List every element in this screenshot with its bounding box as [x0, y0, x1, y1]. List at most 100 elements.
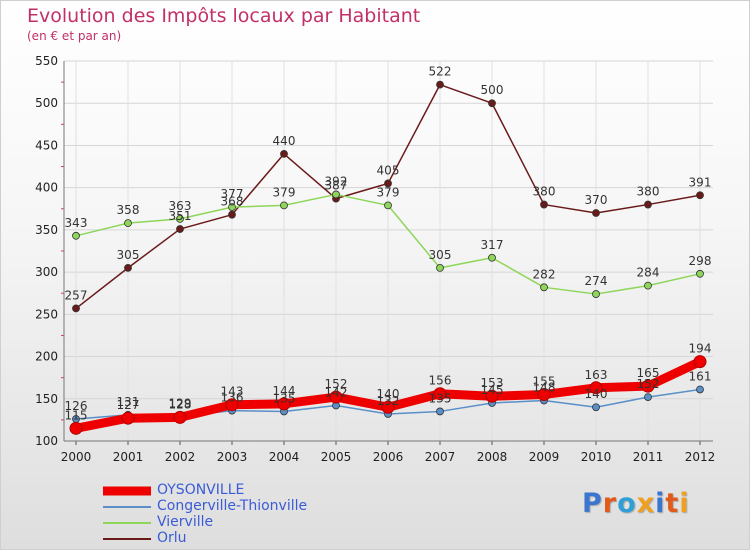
data-point: [228, 203, 236, 211]
data-label: 129: [169, 397, 192, 411]
x-tick-label: 2011: [633, 450, 664, 464]
data-label: 298: [689, 254, 712, 268]
data-point: [589, 381, 603, 395]
data-point: [69, 421, 83, 435]
series-group: [69, 80, 707, 435]
data-label: 156: [429, 374, 452, 388]
data-point: [540, 283, 548, 292]
data-label: 379: [377, 185, 400, 199]
data-label: 163: [585, 368, 608, 382]
data-label: 305: [429, 248, 452, 262]
chart-subtitle: (en € et par an): [27, 29, 122, 43]
data-point: [124, 219, 132, 228]
legend-swatch: [103, 486, 151, 496]
data-label: 392: [325, 174, 348, 188]
data-point: [696, 191, 704, 200]
logo-letter: r: [602, 488, 618, 519]
data-point: [332, 190, 340, 199]
data-point: [488, 99, 496, 108]
data-point: [176, 225, 184, 233]
data-label: 351: [169, 209, 192, 223]
legend-label: OYSONVILLE: [157, 482, 245, 498]
y-tick-label: 500: [35, 96, 58, 110]
data-label: 405: [377, 163, 400, 177]
data-label: 522: [429, 65, 452, 79]
data-label: 377: [221, 187, 244, 201]
data-label: 194: [689, 342, 712, 356]
grid: [64, 60, 713, 442]
x-tick-label: 2000: [61, 450, 92, 464]
x-tick-label: 2004: [269, 450, 300, 464]
data-point: [228, 210, 236, 219]
series-vierville: [72, 190, 704, 298]
logo-letter: P: [582, 488, 603, 519]
data-point: [592, 290, 600, 298]
x-tick-label: 2002: [165, 450, 196, 464]
data-point: [121, 411, 135, 425]
logo-letter: x: [636, 488, 656, 519]
y-tick-label: 450: [35, 138, 58, 152]
y-tick-label: 200: [35, 350, 58, 364]
data-point: [329, 390, 343, 404]
logo-letter: o: [617, 488, 637, 519]
data-point: [644, 393, 652, 401]
data-point: [696, 385, 704, 394]
data-point: [277, 397, 291, 411]
data-label: 145: [481, 383, 504, 397]
data-label: 142: [325, 386, 348, 400]
proxiti-logo: Proxiti: [582, 488, 690, 519]
legend-label: Orlu: [157, 530, 187, 546]
data-label: 135: [273, 391, 296, 405]
data-label: 152: [637, 377, 660, 391]
data-point: [384, 179, 392, 188]
series-oysonville: [69, 355, 707, 435]
data-label: 165: [637, 366, 660, 380]
x-tick-label: 2003: [217, 450, 248, 464]
data-point: [488, 253, 496, 262]
x-tick-label: 2007: [425, 450, 456, 464]
data-label: 500: [481, 83, 504, 97]
data-point: [644, 281, 652, 290]
y-tick-label: 550: [35, 54, 58, 68]
x-tick-label: 2008: [477, 450, 508, 464]
y-tick-label: 300: [35, 265, 58, 279]
y-tick-label: 350: [35, 223, 58, 237]
data-label: 387: [325, 179, 348, 193]
data-label: 140: [585, 387, 608, 401]
data-label: 363: [169, 199, 192, 213]
data-label: 370: [585, 193, 608, 207]
data-point: [641, 379, 655, 393]
data-point: [592, 403, 600, 412]
data-label: 143: [221, 385, 244, 399]
logo-letter: t: [665, 488, 680, 519]
y-tick-label: 250: [35, 307, 58, 321]
x-tick-label: 2009: [529, 450, 560, 464]
data-label: 161: [689, 369, 712, 383]
y-tick-label: 150: [35, 392, 58, 406]
data-point: [540, 200, 548, 209]
data-point: [693, 355, 707, 369]
data-point: [176, 215, 184, 223]
data-label: 282: [533, 267, 556, 281]
data-point: [537, 388, 551, 402]
data-point: [124, 263, 132, 272]
logo-letter: i: [679, 488, 690, 519]
data-label: 132: [377, 394, 400, 408]
data-label: 440: [273, 134, 296, 148]
data-label: 368: [221, 195, 244, 209]
data-point: [485, 389, 499, 403]
data-point: [225, 398, 239, 412]
data-label: 144: [273, 384, 296, 398]
data-point: [433, 387, 447, 401]
data-point: [72, 231, 80, 240]
data-point: [280, 149, 288, 158]
x-tick-label: 2005: [321, 450, 352, 464]
data-label: 380: [637, 185, 660, 199]
series-orlu: [72, 80, 704, 313]
data-point: [280, 201, 288, 210]
data-label: 274: [585, 274, 608, 288]
legend-label: Vierville: [157, 514, 214, 530]
data-point: [696, 269, 704, 278]
